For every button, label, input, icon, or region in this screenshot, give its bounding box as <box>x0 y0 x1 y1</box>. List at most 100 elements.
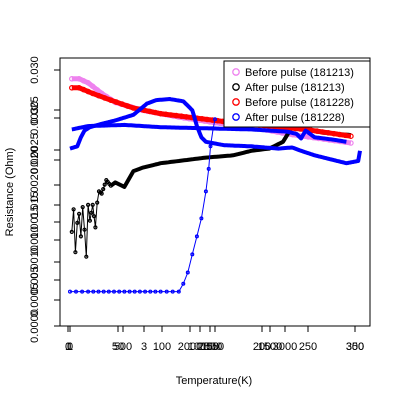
data-point-after-pulse-181228 <box>185 270 190 275</box>
x-tick-label: 150 <box>206 341 224 353</box>
data-point-after-pulse-181213 <box>84 254 89 259</box>
data-point-after-pulse-181213 <box>69 229 74 234</box>
y-tick-label: 0.0000 <box>29 309 41 343</box>
legend-label: After pulse (181228) <box>245 112 345 124</box>
data-point-after-pulse-181228 <box>203 189 208 194</box>
data-point-after-pulse-181228 <box>190 252 195 257</box>
legend-marker <box>232 68 240 76</box>
y-tick-label: 0.0005 <box>29 283 41 317</box>
data-point-after-pulse-181228 <box>158 289 163 294</box>
data-point-after-pulse-181228 <box>181 281 186 286</box>
data-point-before-pulse-181228 <box>89 90 96 97</box>
data-point-before-pulse-181228 <box>95 92 102 99</box>
data-point-after-pulse-181228 <box>86 289 91 294</box>
data-point-after-pulse-181228 <box>67 289 72 294</box>
data-point-before-pulse-181228 <box>331 130 337 137</box>
data-point-after-pulse-181228 <box>206 166 211 171</box>
data-point-after-pulse-181213 <box>71 207 76 212</box>
x-tick-label: 350 <box>346 341 364 353</box>
x-tick-label: 0 <box>67 341 73 353</box>
x-tick-label: 300 <box>346 341 364 353</box>
data-point-before-pulse-181213 <box>76 76 82 82</box>
legend-label: Before pulse (181228) <box>245 97 354 109</box>
data-point-before-pulse-181228 <box>163 111 169 118</box>
y-tick-label: 0.0020 <box>29 168 41 202</box>
data-point-before-pulse-181213 <box>94 87 101 93</box>
data-point-after-pulse-181213 <box>102 182 107 187</box>
x-tick-label: 250 <box>299 341 317 353</box>
y-tick-label: 0.015 <box>29 191 41 219</box>
data-point-after-pulse-181228 <box>148 289 153 294</box>
data-point-before-pulse-181213 <box>348 140 354 146</box>
x-tick-label: 2500 <box>198 341 222 353</box>
data-point-after-pulse-181228 <box>106 289 111 294</box>
data-point-before-pulse-181228 <box>325 130 332 136</box>
data-point-before-pulse-181228 <box>147 108 153 115</box>
data-point-before-pulse-181228 <box>125 103 131 109</box>
legend-marker <box>232 83 240 91</box>
data-point-after-pulse-181228 <box>213 117 218 122</box>
data-point-after-pulse-181213 <box>89 210 94 215</box>
data-point-before-pulse-181228 <box>113 99 120 105</box>
data-point-after-pulse-181228 <box>176 289 181 294</box>
data-point-before-pulse-181228 <box>76 85 82 91</box>
x-tick-label: 100 <box>153 341 171 353</box>
data-point-before-pulse-181228 <box>85 88 91 95</box>
data-point-after-pulse-181213 <box>101 187 106 192</box>
y-tick-label: 0.010 <box>29 226 41 254</box>
legend: Before pulse (181213) After pulse (181213… <box>223 60 371 128</box>
data-point-before-pulse-181228 <box>199 116 205 122</box>
data-point-after-pulse-181228 <box>111 289 116 294</box>
x-tick-label: 1 <box>65 341 71 353</box>
x-tick-label: 3 <box>141 341 147 353</box>
data-point-after-pulse-181213 <box>90 202 95 207</box>
data-point-after-pulse-181213 <box>85 202 91 207</box>
legend-marker <box>232 113 240 121</box>
x-tick-label: 2000 <box>178 341 202 353</box>
data-point-after-pulse-181213 <box>82 227 87 232</box>
data-point-after-pulse-181213 <box>73 250 78 255</box>
series-layer <box>67 76 362 294</box>
x-tick-label: 150 <box>201 341 219 353</box>
y-tick-label: 0.030 <box>29 56 41 84</box>
data-point-before-pulse-181228 <box>314 128 320 134</box>
data-point-after-pulse-181228 <box>170 289 175 294</box>
x-tick-label: 200 <box>253 341 271 353</box>
data-point-before-pulse-181228 <box>168 112 174 118</box>
data-point-after-pulse-181213 <box>108 183 113 188</box>
legend-label: Before pulse (181213) <box>245 67 354 79</box>
data-point-after-pulse-181228 <box>80 289 85 294</box>
y-tick-label: 0.0025 <box>29 133 41 167</box>
data-point-after-pulse-181228 <box>199 216 204 221</box>
data-point-after-pulse-181228 <box>208 144 213 149</box>
data-point-after-pulse-181228 <box>117 289 122 294</box>
legend-label: After pulse (181213) <box>245 82 345 94</box>
data-point-after-pulse-181213 <box>80 205 85 210</box>
y-tick-label: 0.005 <box>29 266 41 294</box>
data-point-before-pulse-181228 <box>157 110 164 117</box>
data-point-before-pulse-181228 <box>183 114 190 120</box>
data-point-after-pulse-181213 <box>87 218 93 223</box>
data-point-after-pulse-181228 <box>132 289 137 294</box>
data-point-after-pulse-181228 <box>143 289 148 294</box>
data-point-before-pulse-181213 <box>89 83 96 90</box>
y-tick-label: 0.0010 <box>29 245 41 279</box>
data-point-before-pulse-181213 <box>80 78 87 84</box>
data-point-after-pulse-181228 <box>194 234 199 239</box>
data-point-after-pulse-181213 <box>78 234 84 239</box>
y-axis-label: Resistance (Ohm) <box>4 148 16 237</box>
data-point-after-pulse-181228 <box>137 289 142 294</box>
data-point-after-pulse-181213 <box>93 225 98 230</box>
legend-box <box>223 60 371 128</box>
data-point-before-pulse-181213 <box>69 76 75 82</box>
data-point-after-pulse-181228 <box>122 289 127 294</box>
x-tick-label: 500 <box>114 341 132 353</box>
data-point-after-pulse-181228 <box>101 289 106 294</box>
data-point-before-pulse-181228 <box>178 113 185 120</box>
data-point-after-pulse-181228 <box>164 289 169 294</box>
data-point-before-pulse-181228 <box>119 101 125 107</box>
x-tick-label: 50 <box>112 341 124 353</box>
x-tick-label: 1000 <box>188 341 212 353</box>
